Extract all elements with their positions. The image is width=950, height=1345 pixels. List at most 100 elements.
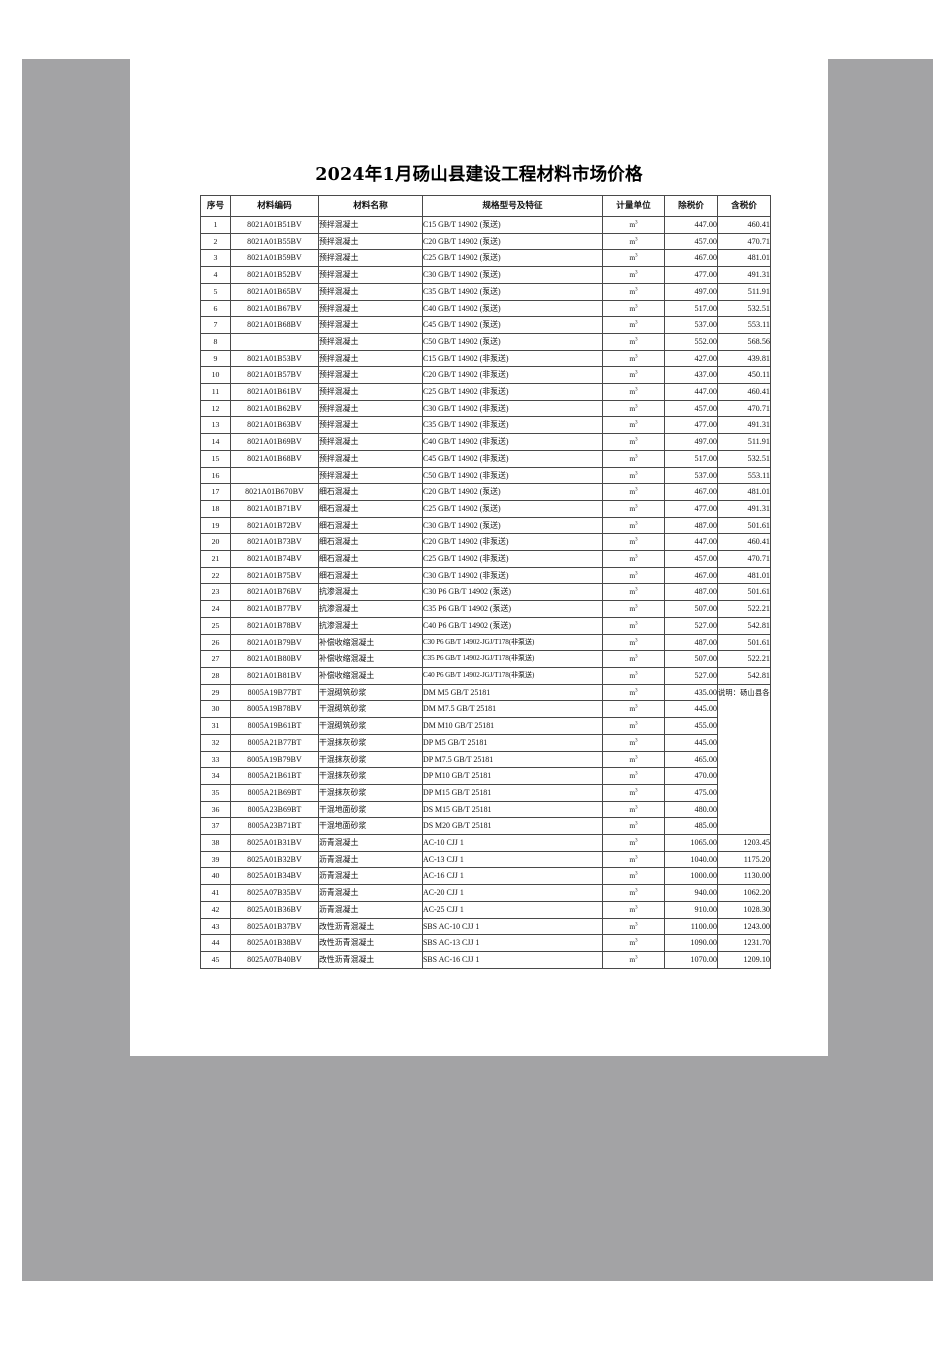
table-row: 10 8021A01B57BV 预拌混凝土 C20 GB/T 14902 (非泵送) m…: [200, 366, 771, 385]
cell-ex-tax: 1065.00: [664, 834, 718, 852]
cell-index: 42: [200, 900, 231, 919]
cell-code: 8005A19B78BV: [230, 700, 319, 719]
cell-index: 6: [200, 299, 231, 318]
cell-index: 23: [200, 583, 231, 602]
price-table-container: 序号 材料编码 材料名称 规格型号及特征 计量单位 除税价 含税价 1 8021A…: [200, 195, 771, 969]
cell-index: 29: [200, 683, 231, 702]
cell-index: 36: [200, 800, 231, 819]
cell-name: 细石混凝土: [318, 499, 423, 518]
cell-inc-tax: 1028.30: [717, 900, 771, 919]
cell-code: 8025A01B32BV: [230, 850, 319, 869]
cell-code: 8025A01B34BV: [230, 867, 319, 886]
cell-spec: DP M7.5 GB/T 25181: [422, 750, 603, 769]
cell-code: 8021A01B71BV: [230, 499, 319, 518]
cell-index: 8: [200, 332, 231, 351]
cell-unit: m3: [602, 533, 665, 552]
material-price-table: 序号 材料编码 材料名称 规格型号及特征 计量单位 除税价 含税价 1 8021A…: [200, 195, 771, 969]
cell-name: 预拌混凝土: [318, 232, 423, 251]
table-row: 38 8025A01B31BV 沥青混凝土 AC-10 CJJ 1 m3 1065.00 1…: [200, 834, 771, 852]
cell-spec: C30 GB/T 14902 (泵送): [422, 516, 603, 535]
cell-spec: SBS AC-16 CJJ 1: [422, 950, 603, 969]
cell-inc-tax: 470.71: [717, 399, 771, 418]
table-row: 7 8021A01B68BV 预拌混凝土 C45 GB/T 14902 (泵送) m3 5…: [200, 316, 771, 334]
document-viewport: 2024年1月砀山县建设工程材料市场价格 序号 材料编码 材料名称 规格型号及特…: [22, 59, 933, 1281]
cell-unit: m3: [602, 867, 665, 886]
cell-index: 28: [200, 666, 231, 685]
cell-code: [230, 332, 319, 351]
cell-code: 8025A01B37BV: [230, 917, 319, 936]
cell-name: 干混抹灰砂浆: [318, 783, 423, 802]
cell-name: 细石混凝土: [318, 566, 423, 585]
cell-ex-tax: 1000.00: [664, 867, 718, 886]
cell-unit: m3: [602, 232, 665, 251]
table-row: 6 8021A01B67BV 预拌混凝土 C40 GB/T 14902 (泵送) m3 5…: [200, 299, 771, 318]
table-row: 12 8021A01B62BV 预拌混凝土 C30 GB/T 14902 (非泵送) m…: [200, 399, 771, 418]
cell-unit: m3: [602, 650, 665, 668]
cell-code: 8021A01B79BV: [230, 633, 319, 652]
cell-code: 8025A01B38BV: [230, 934, 319, 952]
cell-inc-tax: 491.31: [717, 266, 771, 284]
cell-name: 沥青混凝土: [318, 900, 423, 919]
cell-code: 8025A01B31BV: [230, 834, 319, 852]
cell-spec: C35 GB/T 14902 (泵送): [422, 282, 603, 301]
cell-unit: m3: [602, 666, 665, 685]
table-row: 2 8021A01B55BV 预拌混凝土 C20 GB/T 14902 (泵送) m3 4…: [200, 232, 771, 251]
cell-name: 干混地面砂浆: [318, 817, 423, 836]
cell-index: 38: [200, 834, 231, 852]
cell-inc-tax: 542.81: [717, 666, 771, 685]
cell-spec: DS M15 GB/T 25181: [422, 800, 603, 819]
cell-inc-tax: 522.21: [717, 600, 771, 618]
cell-ex-tax: 470.00: [664, 767, 718, 785]
cell-index: 19: [200, 516, 231, 535]
cell-spec: AC-16 CJJ 1: [422, 867, 603, 886]
table-row: 28 8021A01B81BV 补偿收缩混凝土 C40 P6 GB/T 14902-J…: [200, 666, 771, 685]
cell-code: 8021A01B78BV: [230, 616, 319, 635]
table-row: 31 8005A19B61BT 干混砌筑砂浆 DM M10 GB/T 25181 m3 4…: [200, 717, 771, 735]
cell-name: 预拌混凝土: [318, 416, 423, 435]
cell-spec: C50 GB/T 14902 (泵送): [422, 332, 603, 351]
cell-unit: m3: [602, 600, 665, 618]
cell-name: 预拌混凝土: [318, 266, 423, 284]
cell-name: 补偿收缩混凝土: [318, 666, 423, 685]
cell-ex-tax: 457.00: [664, 399, 718, 418]
cell-inc-tax: 511.91: [717, 282, 771, 301]
cell-unit: m3: [602, 950, 665, 969]
table-row: 40 8025A01B34BV 沥青混凝土 AC-16 CJJ 1 m3 1000.00 1…: [200, 867, 771, 886]
cell-ex-tax: 480.00: [664, 800, 718, 819]
cell-index: 31: [200, 717, 231, 735]
cell-spec: C30 GB/T 14902 (非泵送): [422, 566, 603, 585]
table-row: 16 预拌混凝土 C50 GB/T 14902 (非泵送) m3 537.00 553.1…: [200, 466, 771, 485]
table-row: 30 8005A19B78BV 干混砌筑砂浆 DM M7.5 GB/T 25181 m3…: [200, 700, 771, 719]
cell-ex-tax: 485.00: [664, 817, 718, 836]
cell-code: 8021A01B53BV: [230, 349, 319, 368]
table-header-row: 序号 材料编码 材料名称 规格型号及特征 计量单位 除税价 含税价: [200, 195, 771, 217]
cell-inc-tax: 481.01: [717, 249, 771, 268]
table-row: 36 8005A23B69BT 干混地面砂浆 DS M15 GB/T 25181 m3 4…: [200, 800, 771, 819]
cell-spec: DS M20 GB/T 25181: [422, 817, 603, 836]
cell-code: 8021A01B670BV: [230, 483, 319, 501]
cell-ex-tax: 487.00: [664, 633, 718, 652]
cell-spec: C45 GB/T 14902 (泵送): [422, 316, 603, 334]
cell-unit: m3: [602, 616, 665, 635]
cell-ex-tax: 1100.00: [664, 917, 718, 936]
table-row: 35 8005A21B69BT 干混抹灰砂浆 DP M15 GB/T 25181 m3 4…: [200, 783, 771, 802]
cell-unit: m3: [602, 717, 665, 735]
cell-index: 41: [200, 884, 231, 902]
cell-ex-tax: 507.00: [664, 650, 718, 668]
cell-index: 43: [200, 917, 231, 936]
cell-name: 干混抹灰砂浆: [318, 767, 423, 785]
cell-unit: m3: [602, 249, 665, 268]
cell-code: 8021A01B80BV: [230, 650, 319, 668]
cell-index: 26: [200, 633, 231, 652]
cell-unit: m3: [602, 466, 665, 485]
table-row: 25 8021A01B78BV 抗渗混凝土 C40 P6 GB/T 14902 (泵送…: [200, 616, 771, 635]
cell-name: 沥青混凝土: [318, 850, 423, 869]
cell-spec: DP M15 GB/T 25181: [422, 783, 603, 802]
cell-unit: m3: [602, 383, 665, 401]
cell-code: [230, 466, 319, 485]
cell-ex-tax: 517.00: [664, 299, 718, 318]
cell-code: 8005A19B79BV: [230, 750, 319, 769]
cell-name: 预拌混凝土: [318, 349, 423, 368]
cell-ex-tax: 467.00: [664, 483, 718, 501]
cell-name: 预拌混凝土: [318, 332, 423, 351]
